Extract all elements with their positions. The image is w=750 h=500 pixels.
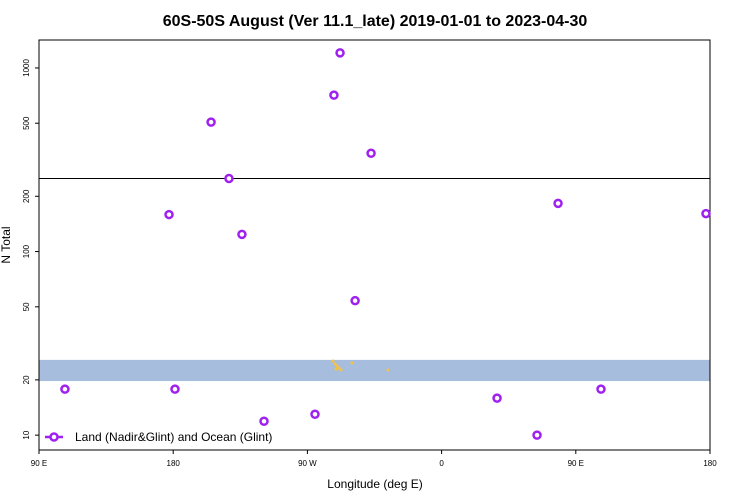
data-point [224,173,234,184]
data-point [60,384,70,394]
data-point [596,384,606,394]
speck [331,359,335,363]
data-point [366,148,376,159]
y-tick-label: 100 [22,244,31,258]
band [39,359,710,382]
plot-frame [38,39,711,451]
x-tick-label: 180 [167,459,181,468]
speck [335,364,339,368]
data-point [553,198,563,209]
chart-title: 60S-50S August (Ver 11.1_late) 2019-01-0… [163,13,588,30]
y-tick-label: 500 [22,116,31,130]
data-point [532,430,542,440]
data-point [170,384,180,394]
speck [350,361,354,365]
y-axis-label: N Total [0,226,13,263]
x-tick-label: 90 W [298,459,317,468]
x-tick-label: 0 [439,459,444,468]
speck [333,362,337,366]
data-point [164,209,174,220]
x-tick-label: 90 E [568,459,584,468]
speck [339,368,343,372]
y-tick-label: 50 [22,302,31,311]
y-tick-label: 200 [22,189,31,203]
y-tick-label: 10 [22,430,31,439]
data-point [310,409,320,419]
y-tick-label: 20 [22,375,31,384]
x-tick-label: 180 [703,459,717,468]
speck [337,366,341,370]
data-point [329,90,339,100]
x-tick-label: 90 E [31,459,47,468]
speck [334,367,338,371]
x-axis-label: Longitude (deg E) [327,477,422,491]
data-point [335,48,345,58]
data-point [206,117,216,127]
legend-marker [49,432,59,442]
y-tick-label: 1000 [22,59,31,77]
data-point [350,295,360,306]
data-point [237,229,247,240]
data-point [492,393,502,403]
legend-label: Land (Nadir&Glint) and Ocean (Glint) [75,430,272,444]
speck [386,368,390,372]
data-point [259,416,269,427]
data-point [701,208,711,219]
